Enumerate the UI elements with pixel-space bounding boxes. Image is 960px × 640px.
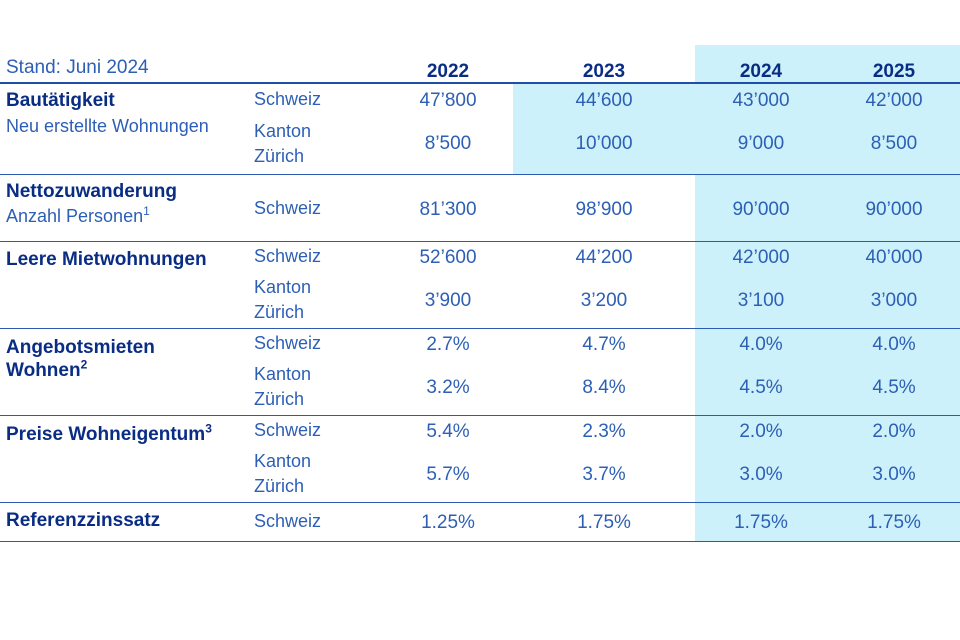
value-cell: 3’000 xyxy=(870,290,918,311)
region-label: Schweiz xyxy=(254,420,322,440)
row-title-angebotsmieten: Angebotsmieten xyxy=(6,337,155,358)
value-cell: 44’600 xyxy=(575,90,633,111)
value-cell: 42’000 xyxy=(865,90,923,111)
table-bottom-rule xyxy=(0,541,960,542)
value-cell: 1.75% xyxy=(867,512,921,533)
title-text: Wohnen xyxy=(6,360,81,381)
value-cell: 4.5% xyxy=(739,377,783,398)
value-cell: 4.0% xyxy=(739,334,783,355)
year-header-2024: 2024 xyxy=(739,61,783,82)
row-subtitle-nettozuwanderung: Anzahl Personen1 xyxy=(6,204,150,229)
value-cell: 4.5% xyxy=(872,377,916,398)
region-label: Kanton xyxy=(254,277,312,297)
row-title-preise-wohneigentum: Preise Wohneigentum3 xyxy=(6,422,212,447)
value-cell: 2.0% xyxy=(872,421,916,442)
footnote-marker: 1 xyxy=(143,204,150,218)
row-title-nettozuwanderung: Nettozuwanderung xyxy=(6,181,177,202)
region-label: Zürich xyxy=(254,389,305,409)
value-cell: 1.75% xyxy=(577,512,631,533)
value-cell: 40’000 xyxy=(865,247,923,268)
value-cell: 90’000 xyxy=(865,199,923,220)
value-cell: 3.7% xyxy=(582,464,626,485)
row-title-leere-mietwohnungen: Leere Mietwohnungen xyxy=(6,249,207,270)
value-cell: 81’300 xyxy=(419,199,477,220)
value-cell: 47’800 xyxy=(419,90,477,111)
shade-bautaetigkeit-2023 xyxy=(513,84,695,174)
forecast-shade xyxy=(695,45,960,542)
year-header-2025: 2025 xyxy=(872,61,916,82)
value-cell: 8’500 xyxy=(424,133,472,154)
row-title-referenzzinssatz: Referenzzinssatz xyxy=(6,510,161,531)
region-label: Schweiz xyxy=(254,246,322,266)
value-cell: 10’000 xyxy=(575,133,633,154)
value-cell: 52’600 xyxy=(419,247,477,268)
value-cell: 3.0% xyxy=(739,464,783,485)
footnote-marker: 2 xyxy=(80,357,88,372)
value-cell: 4.7% xyxy=(582,334,626,355)
year-header-2023: 2023 xyxy=(582,61,626,82)
subtitle-text: Anzahl Personen xyxy=(6,206,144,226)
row-title-bautaetigkeit: Bautätigkeit xyxy=(6,90,115,111)
region-label: Kanton xyxy=(254,451,312,471)
value-cell: 4.0% xyxy=(872,334,916,355)
row-divider xyxy=(0,415,960,416)
title-text: Preise Wohneigentum xyxy=(6,424,206,445)
value-cell: 8.4% xyxy=(582,377,626,398)
value-cell: 43’000 xyxy=(732,90,790,111)
value-cell: 3.2% xyxy=(426,377,470,398)
region-label: Zürich xyxy=(254,302,305,322)
region-label: Schweiz xyxy=(254,89,322,109)
row-subtitle-bautaetigkeit: Neu erstellte Wohnungen xyxy=(6,116,209,136)
row-title-angebotsmieten-line2: Wohnen2 xyxy=(6,358,87,383)
footnote-marker: 3 xyxy=(205,421,212,436)
row-divider xyxy=(0,502,960,503)
row-divider xyxy=(0,241,960,242)
value-cell: 9’000 xyxy=(737,133,785,154)
region-label: Schweiz xyxy=(254,198,322,218)
region-label: Kanton xyxy=(254,121,312,141)
region-label: Schweiz xyxy=(254,511,322,531)
value-cell: 2.3% xyxy=(582,421,626,442)
region-label: Zürich xyxy=(254,476,305,496)
value-cell: 2.0% xyxy=(739,421,783,442)
value-cell: 42’000 xyxy=(732,247,790,268)
value-cell: 3.0% xyxy=(872,464,916,485)
value-cell: 5.4% xyxy=(426,421,470,442)
value-cell: 3’900 xyxy=(424,290,472,311)
row-divider xyxy=(0,328,960,329)
value-cell: 3’200 xyxy=(580,290,628,311)
value-cell: 8’500 xyxy=(870,133,918,154)
value-cell: 5.7% xyxy=(426,464,470,485)
region-label: Schweiz xyxy=(254,333,322,353)
value-cell: 3’100 xyxy=(737,290,785,311)
region-label: Kanton xyxy=(254,364,312,384)
region-label: Zürich xyxy=(254,146,305,166)
value-cell: 2.7% xyxy=(426,334,470,355)
value-cell: 90’000 xyxy=(732,199,790,220)
value-cell: 1.75% xyxy=(734,512,788,533)
stand-date: Stand: Juni 2024 xyxy=(6,57,149,78)
value-cell: 98’900 xyxy=(575,199,633,220)
value-cell: 44’200 xyxy=(575,247,633,268)
value-cell: 1.25% xyxy=(421,512,475,533)
header-rule xyxy=(0,82,960,84)
row-divider xyxy=(0,174,960,175)
year-header-2022: 2022 xyxy=(426,61,470,82)
